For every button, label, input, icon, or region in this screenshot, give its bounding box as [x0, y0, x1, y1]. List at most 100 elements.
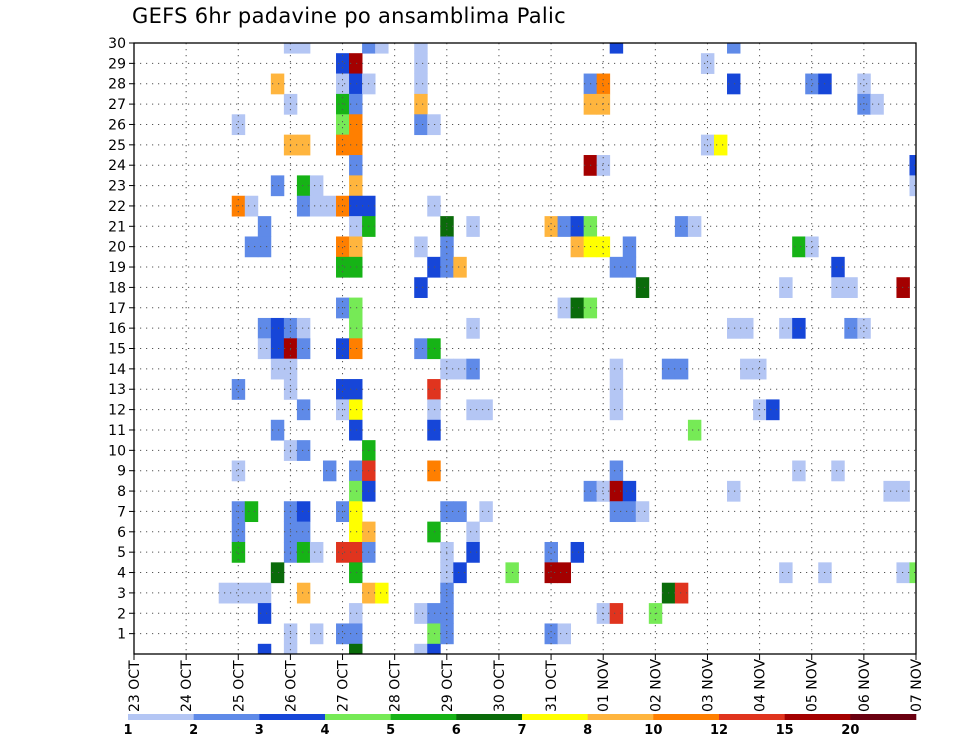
precip-cell	[244, 195, 259, 217]
y-axis: 1234567891011121314151617181920212223242…	[108, 36, 134, 643]
precip-cell	[362, 43, 376, 54]
color-legend: 1 2 3 4 5 6 7 8 10 12 15 20	[123, 714, 917, 738]
precip-cell	[453, 358, 467, 380]
precip-cell	[244, 501, 259, 523]
precip-cell	[231, 521, 246, 543]
precip-cell	[257, 236, 272, 258]
precip-cell	[466, 358, 480, 380]
precip-cell	[349, 419, 363, 441]
precip-cell	[336, 114, 350, 136]
y-tick-label: 27	[108, 97, 126, 113]
precip-cell	[753, 358, 767, 380]
precip-cell	[570, 236, 585, 258]
y-tick-label: 28	[108, 77, 126, 93]
precip-cell	[544, 562, 558, 584]
precip-cell	[414, 114, 428, 136]
precip-cell	[336, 256, 350, 278]
precip-cell	[270, 338, 285, 360]
precip-cell	[349, 93, 363, 115]
y-tick-label: 18	[108, 280, 126, 296]
x-tick-label: 26 OCT	[283, 660, 299, 712]
precip-cell	[557, 216, 572, 237]
precip-cell	[296, 43, 311, 54]
precip-cell	[349, 379, 363, 400]
precip-cell	[857, 73, 871, 95]
precip-cell	[622, 236, 637, 258]
precip-cell	[414, 643, 428, 655]
precip-cell	[609, 603, 624, 624]
y-tick-label: 11	[108, 423, 126, 439]
precip-cell	[414, 338, 428, 360]
precip-cell	[296, 134, 311, 156]
precip-cell	[609, 379, 624, 400]
precip-cell	[349, 623, 363, 645]
precip-cell	[453, 562, 467, 584]
precip-cell	[231, 379, 246, 400]
precip-cell	[427, 460, 441, 482]
precip-cell	[349, 53, 363, 74]
y-tick-label: 8	[117, 484, 126, 500]
precip-cell	[479, 399, 493, 421]
precip-cell	[427, 399, 441, 421]
precip-cell	[453, 501, 467, 523]
precip-cell	[336, 236, 350, 258]
precip-cell	[792, 317, 806, 339]
precip-cell	[674, 582, 689, 604]
x-tick-label: 03 NOV	[700, 658, 716, 712]
precip-cell	[570, 297, 585, 319]
precip-cell	[349, 603, 363, 624]
precip-cell	[557, 623, 572, 645]
precip-cell	[427, 195, 441, 217]
precip-cell	[857, 93, 871, 115]
precip-cell	[309, 623, 324, 645]
precip-cell	[635, 501, 650, 523]
precip-cell	[349, 216, 363, 237]
precip-cell	[831, 277, 845, 298]
precip-cell	[466, 317, 480, 339]
precip-cell	[779, 562, 793, 584]
precip-cell	[270, 358, 285, 380]
precip-cell	[231, 114, 246, 136]
precip-cell	[296, 195, 311, 217]
legend-label: 1	[123, 723, 132, 738]
precip-cell	[687, 419, 702, 441]
legend-label: 7	[517, 723, 526, 738]
precip-cell	[609, 256, 624, 278]
precip-cell	[349, 521, 363, 543]
precip-cell	[336, 93, 350, 115]
precip-cell	[349, 297, 363, 319]
precip-cell	[622, 256, 637, 278]
y-tick-label: 29	[108, 56, 126, 72]
precip-cell	[296, 541, 311, 563]
y-tick-label: 10	[108, 443, 126, 459]
precip-cell	[309, 195, 324, 217]
legend-swatch	[390, 714, 457, 720]
precip-cell	[596, 480, 611, 502]
precip-cell	[609, 358, 624, 380]
x-tick-label: 05 NOV	[805, 658, 821, 712]
dotted-grid	[134, 42, 916, 654]
precip-cell	[857, 317, 871, 339]
y-tick-label: 26	[108, 117, 126, 133]
precip-cell	[596, 155, 611, 176]
legend-swatch	[193, 714, 260, 720]
precip-cell	[792, 236, 806, 258]
legend-swatch	[128, 714, 194, 720]
precip-cell	[727, 480, 741, 502]
precip-cell	[270, 419, 285, 441]
precip-cell	[479, 501, 493, 523]
precip-cell	[622, 501, 637, 523]
precip-cell	[466, 399, 480, 421]
precip-cell	[466, 521, 480, 543]
legend-label: 4	[320, 723, 329, 738]
y-tick-label: 12	[108, 403, 126, 419]
y-tick-label: 7	[117, 504, 126, 520]
y-tick-label: 15	[108, 342, 126, 358]
precip-cell	[805, 236, 819, 258]
legend-label: 10	[644, 723, 662, 738]
precip-cell	[375, 582, 389, 604]
precip-cell	[336, 379, 350, 400]
precip-cell	[257, 603, 272, 624]
precip-cell	[349, 114, 363, 136]
